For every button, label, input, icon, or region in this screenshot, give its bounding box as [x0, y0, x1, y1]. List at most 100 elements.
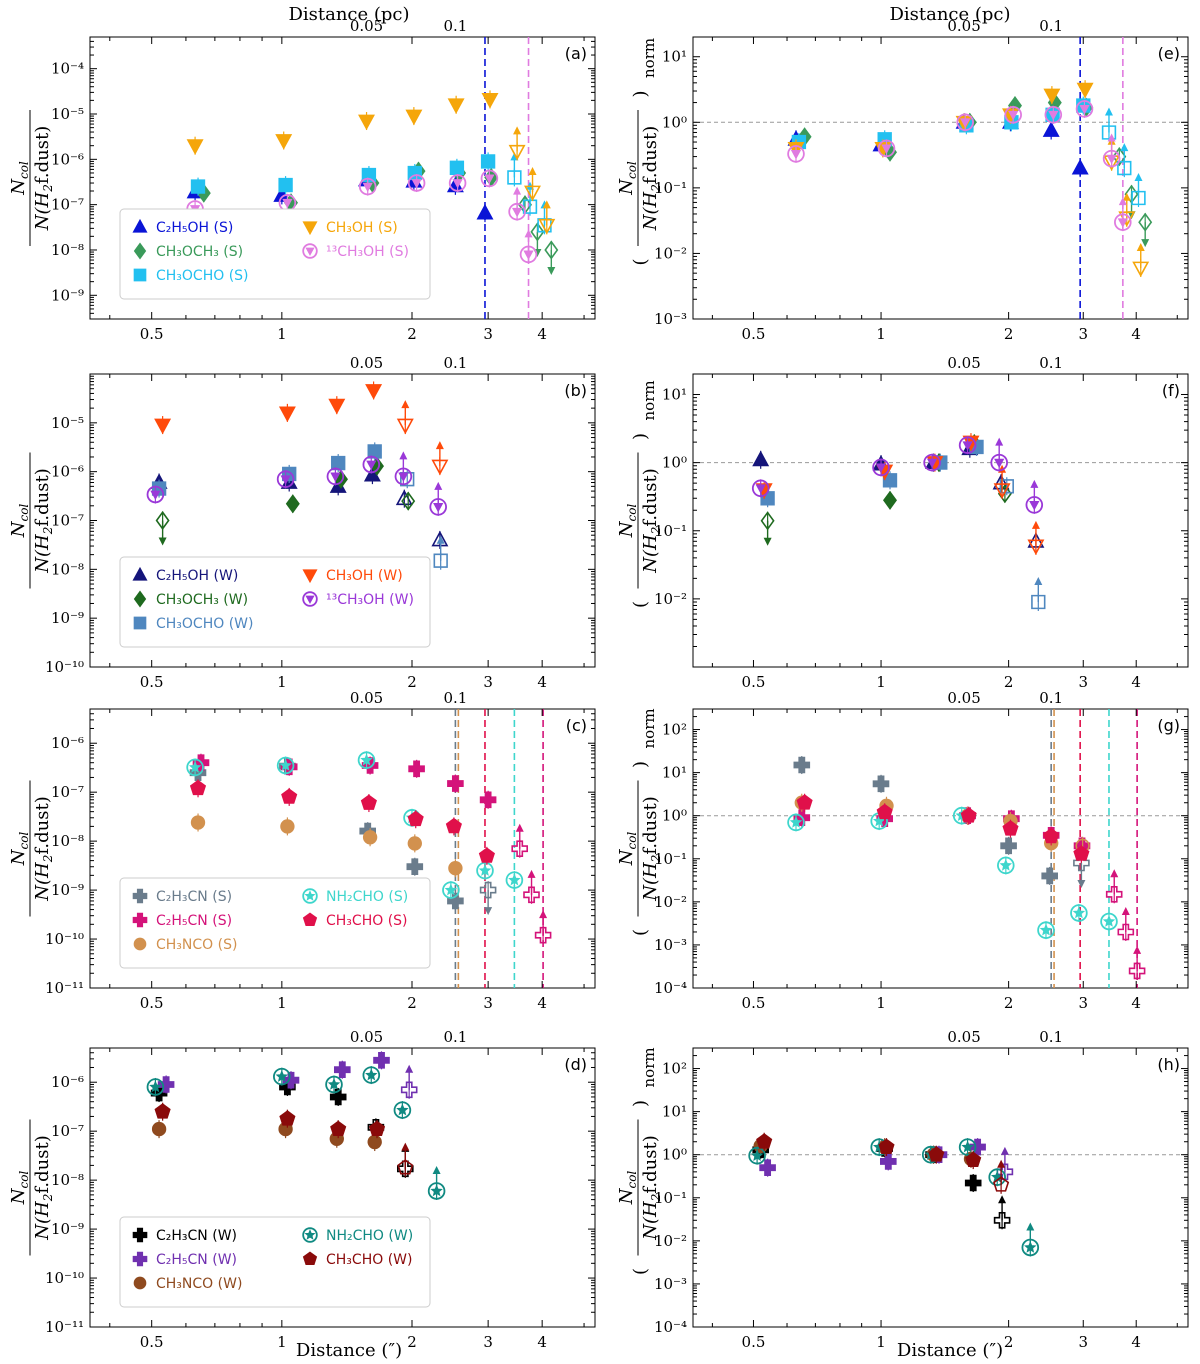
x-tick-label: 1 — [876, 994, 886, 1012]
data-point — [278, 177, 293, 193]
data-point — [534, 926, 552, 944]
series — [146, 1066, 446, 1200]
series — [755, 433, 1045, 556]
y-tick-label: 10⁻³ — [654, 1275, 687, 1293]
limit-arrowhead — [524, 229, 533, 238]
svg-text:(: ( — [630, 929, 651, 936]
data-point — [1031, 594, 1046, 610]
series — [787, 99, 1132, 232]
data-point — [997, 856, 1015, 875]
legend-marker — [302, 912, 318, 927]
limit-arrowhead — [1136, 242, 1145, 251]
x-tick-label: 0.5 — [140, 1333, 164, 1351]
svg-text:N(H2f.dust): N(H2f.dust) — [640, 468, 663, 573]
limit-arrowhead — [515, 823, 524, 832]
data-point — [879, 1153, 897, 1170]
data-point — [1138, 212, 1153, 232]
y-tick-label: 10⁻⁴ — [654, 979, 687, 997]
data-point — [285, 494, 300, 514]
x-tick-label: 2 — [407, 673, 417, 691]
data-point — [151, 1121, 167, 1137]
data-point — [752, 450, 770, 467]
data-point — [956, 113, 974, 132]
y-tick-label: 10⁻² — [654, 1232, 687, 1250]
panel-label: (h) — [1157, 1055, 1180, 1074]
series — [751, 436, 1044, 514]
data-point — [146, 1078, 165, 1096]
x-tick-label: 2 — [1004, 673, 1014, 691]
legend-entry: C₂H₅OH (W) — [156, 568, 238, 584]
legend-entry: ¹³CH₃OH (W) — [326, 592, 414, 608]
legend-entry: NH₂CHO (S) — [326, 889, 408, 905]
y-tick-label: 10⁻³ — [654, 936, 687, 954]
legend-marker — [133, 268, 147, 282]
limit-arrowhead — [1134, 173, 1143, 182]
top-tick-label: 0.05 — [350, 1028, 383, 1046]
data-point — [190, 815, 206, 830]
data-point — [751, 479, 770, 498]
svg-text:norm: norm — [640, 708, 658, 748]
limit-arrowhead — [1120, 143, 1129, 152]
data-point — [1117, 923, 1135, 941]
data-point — [333, 1061, 351, 1078]
data-point — [1100, 912, 1118, 931]
x-tick-label: 4 — [537, 994, 547, 1012]
data-point — [1112, 146, 1127, 167]
limit-arrowhead — [401, 400, 410, 409]
top-tick-label: 0.1 — [443, 1028, 467, 1046]
data-point — [368, 1120, 386, 1136]
top-tick-label: 0.1 — [1039, 354, 1063, 372]
legend-entry: C₂H₅OH (S) — [156, 220, 233, 236]
y-tick-label: 10⁰ — [662, 454, 687, 472]
y-tick-label: 10² — [662, 721, 687, 739]
top-tick-label: 0.1 — [1039, 17, 1063, 35]
svg-text:Ncol: Ncol — [8, 1171, 31, 1206]
panel-label: (b) — [564, 381, 587, 400]
y-tick-label: 10² — [662, 1060, 687, 1078]
limit-arrowhead — [399, 451, 408, 460]
x-tick-label: 4 — [1131, 1333, 1141, 1351]
y-tick-label: 10⁻² — [654, 893, 687, 911]
data-point — [1073, 845, 1090, 861]
data-point — [1043, 88, 1061, 105]
data-point — [787, 813, 805, 832]
data-point — [431, 459, 449, 476]
legend-entry: C₂H₃CN (S) — [156, 889, 232, 905]
y-tick-label: 10⁻⁸ — [51, 241, 84, 259]
data-point — [406, 858, 424, 876]
data-point — [505, 871, 524, 889]
data-point — [407, 174, 426, 192]
data-point — [401, 491, 416, 511]
data-point — [429, 498, 447, 516]
legend-marker — [133, 937, 147, 951]
bottom-axis-title-right: Distance (″) — [897, 1340, 1003, 1361]
svg-text:Ncol: Ncol — [616, 1171, 639, 1206]
limit-arrowhead — [1110, 869, 1119, 878]
y-tick-label: 10¹ — [662, 386, 687, 404]
series — [760, 437, 1046, 611]
svg-text:Ncol: Ncol — [616, 161, 639, 196]
data-point — [360, 794, 377, 810]
data-point — [993, 483, 1011, 499]
top-tick-label: 0.1 — [443, 354, 467, 372]
data-point — [405, 109, 423, 126]
x-tick-label: 3 — [483, 994, 493, 1012]
data-point — [523, 886, 540, 904]
data-point — [361, 757, 379, 774]
data-point — [1071, 158, 1089, 175]
data-point — [1041, 867, 1058, 885]
series — [793, 756, 1090, 888]
data-point — [447, 98, 465, 114]
data-point — [190, 179, 206, 194]
svg-text:Ncol: Ncol — [8, 504, 31, 539]
data-point — [357, 751, 376, 769]
legend-entry: CH₃OCHO (S) — [156, 268, 249, 284]
limit-arrowhead — [1077, 879, 1086, 888]
y-tick-label: 10⁻⁶ — [51, 734, 84, 752]
limit-arrowhead — [1121, 906, 1130, 915]
data-point — [154, 1103, 171, 1119]
x-tick-label: 0.5 — [140, 325, 164, 343]
data-point — [186, 139, 204, 155]
